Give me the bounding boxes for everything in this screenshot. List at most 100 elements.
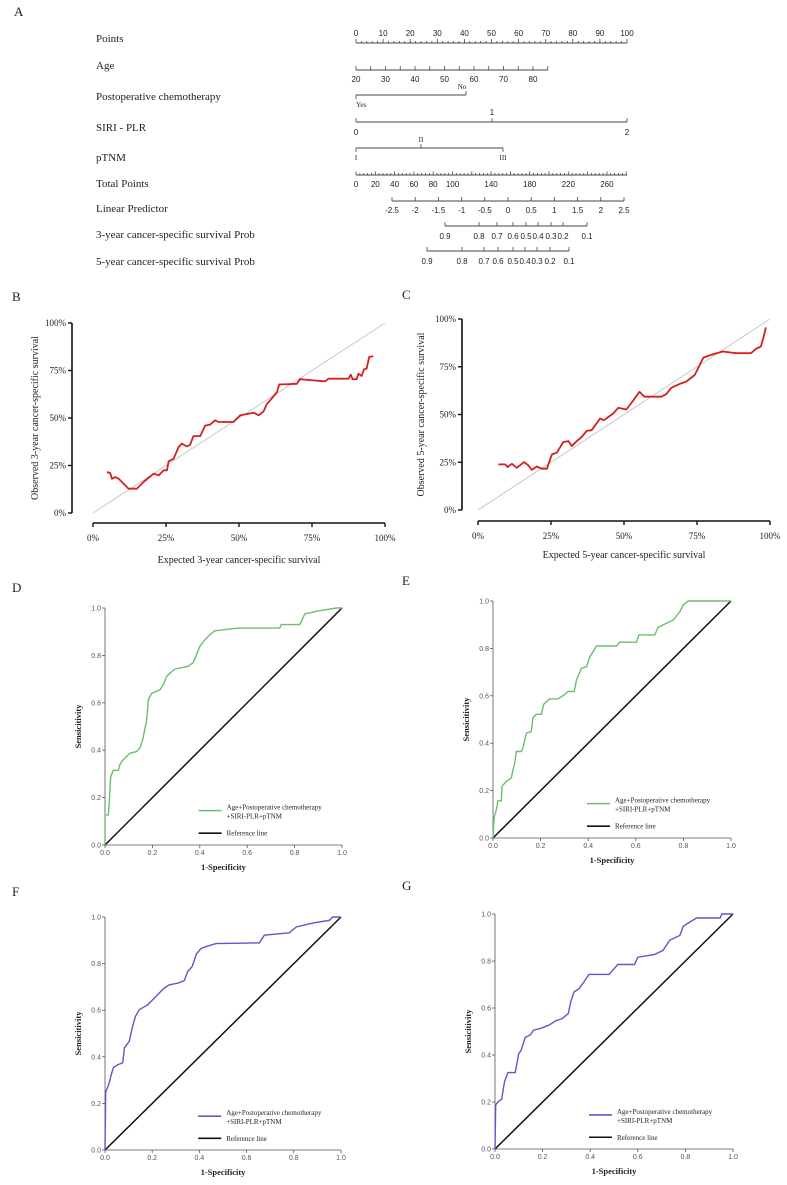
- tick-label: 0.7: [491, 232, 503, 241]
- y-axis-title: Sensicitivity: [73, 704, 83, 749]
- legend: Age+Postoperative chemotherapy+SIRI-PLR+…: [589, 1108, 713, 1142]
- y-tick-label: 0.8: [91, 653, 101, 660]
- row-label: Total Points: [96, 178, 149, 190]
- x-tick-label: 100%: [375, 533, 397, 543]
- legend-label-reference: Reference line: [615, 823, 656, 831]
- roc-plot-D: 0.0 0.2 0.4 0.6 0.8 1.0 0.0 0.2 0.4 0.6 0.8 1.0 1-Sp…: [73, 606, 347, 873]
- roc-curve: [492, 600, 731, 839]
- y-tick-label: 1.0: [91, 606, 101, 613]
- y-tick-label: 50%: [50, 413, 67, 423]
- ideal-diagonal-line: [477, 318, 771, 511]
- tick-label: 0.9: [439, 232, 451, 241]
- x-tick-label: 0.6: [633, 1154, 643, 1161]
- legend-label-model-cont: +SIRI-PLR+pTNM: [615, 806, 671, 814]
- x-tick-label: 0.0: [100, 1155, 110, 1162]
- roc-curve: [104, 916, 341, 1151]
- tick-label: -2: [412, 206, 420, 215]
- x-tick-label: 0%: [472, 531, 485, 541]
- tick-label: 80: [429, 180, 438, 189]
- legend-label-model: Age+Postoperative chemotherapy: [227, 804, 323, 812]
- level-label: 0: [354, 128, 359, 137]
- x-tick-label: 0.4: [195, 1155, 205, 1162]
- row-label: Linear Predictor: [96, 203, 168, 215]
- x-tick-label: 50%: [231, 533, 248, 543]
- tick-label: 80: [568, 29, 577, 38]
- x-tick-label: 0.4: [585, 1154, 595, 1161]
- nomogram-row-age: Age 20 30 40 50 60 70 80: [96, 60, 549, 84]
- y-tick-label: 25%: [50, 461, 67, 471]
- tick-label: 10: [379, 29, 388, 38]
- level-label: III: [500, 154, 508, 162]
- tick-label: 20: [371, 180, 380, 189]
- x-tick-label: 100%: [760, 531, 782, 541]
- x-tick-label: 1.0: [726, 843, 736, 850]
- nomogram-row-chemo: Postoperative chemotherapy Yes No: [96, 83, 467, 109]
- y-tick-label: 0.0: [91, 1148, 101, 1155]
- x-tick-label: 0.2: [536, 843, 546, 850]
- tick-label: 40: [411, 75, 420, 84]
- calibration-curve: [106, 355, 374, 490]
- tick-label: 0.1: [563, 257, 575, 266]
- y-tick-label: 0.4: [481, 1053, 491, 1060]
- panel-label-B: B: [12, 289, 21, 304]
- y-tick-label: 0.6: [91, 1008, 101, 1015]
- x-tick-label: 25%: [158, 533, 175, 543]
- tick-label: 0.2: [557, 232, 569, 241]
- roc-plot-F: 0.0 0.2 0.4 0.6 0.8 1.0 0.0 0.2 0.4 0.6 0.8 1.0 1-Sp…: [73, 915, 346, 1178]
- legend-label-model: Age+Postoperative chemotherapy: [617, 1108, 713, 1116]
- nomogram-row-points: Points 0 10 20 30 40 50 60 70 80 90 100: [96, 29, 634, 45]
- roc-plot-G: 0.0 0.2 0.4 0.6 0.8 1.0 0.0 0.2 0.4 0.6 0.8 1.0 1-Sp…: [463, 912, 738, 1177]
- tick-label: 0: [506, 206, 511, 215]
- y-tick-label: 1.0: [479, 599, 489, 606]
- tick-label: 2.5: [618, 206, 630, 215]
- y-tick-label: 0.0: [91, 843, 101, 850]
- tick-label: 180: [523, 180, 537, 189]
- x-tick-label: 0.0: [488, 843, 498, 850]
- tick-label: 60: [470, 75, 479, 84]
- tick-label: 1: [552, 206, 557, 215]
- x-tick-label: 0.2: [538, 1154, 548, 1161]
- y-tick-label: 0.8: [91, 961, 101, 968]
- level-label: Yes: [356, 101, 366, 109]
- x-tick-label: 0.6: [242, 1155, 252, 1162]
- x-tick-label: 75%: [304, 533, 321, 543]
- tick-label: -0.5: [478, 206, 492, 215]
- x-axis-title: 1-Specificity: [201, 862, 247, 872]
- row-label: Postoperative chemotherapy: [96, 91, 221, 103]
- calibration-plot-B: 0% 25% 50% 75% 100% 0% 25% 50% 75% 100% Expected 3…: [30, 318, 396, 566]
- nomogram-row-s5: 5-year cancer-specific survival Prob 0.9 0…: [96, 247, 575, 268]
- y-tick-label: 25%: [440, 457, 457, 467]
- tick-label: 40: [390, 180, 399, 189]
- y-axis-title: Sensicitivity: [463, 1009, 473, 1054]
- tick-label: 100: [446, 180, 460, 189]
- x-axis-title: 1-Specificity: [590, 855, 636, 865]
- tick-label: 0.4: [519, 257, 531, 266]
- legend-label-reference: Reference line: [227, 830, 268, 838]
- panel-label-C: C: [402, 287, 411, 302]
- panel-label-A: A: [14, 4, 24, 19]
- legend-label-reference: Reference line: [226, 1135, 267, 1143]
- nomogram-row-siri: SIRI - PLR 0 1 2: [96, 108, 630, 137]
- x-tick-label: 1.0: [336, 1155, 346, 1162]
- tick-label: 30: [381, 75, 390, 84]
- y-tick-label: 0.2: [479, 788, 489, 795]
- level-label: No: [458, 83, 467, 91]
- y-tick-label: 0.4: [479, 741, 489, 748]
- y-tick-label: 0.6: [91, 700, 101, 707]
- x-tick-label: 50%: [616, 531, 633, 541]
- tick-label: 260: [600, 180, 614, 189]
- tick-label: -1.5: [432, 206, 446, 215]
- panel-label-G: G: [402, 878, 411, 893]
- x-axis-title: 1-Specificity: [592, 1166, 638, 1176]
- y-tick-label: 1.0: [481, 912, 491, 919]
- x-tick-label: 0.2: [147, 1155, 157, 1162]
- reference-line: [494, 913, 734, 1150]
- y-tick-label: 100%: [45, 318, 67, 328]
- y-axis-title: Observed 3-year cancer-specific survival: [30, 336, 41, 500]
- level-label: 2: [625, 128, 630, 137]
- tick-label: 0.3: [545, 232, 557, 241]
- row-label: 5-year cancer-specific survival Prob: [96, 256, 255, 268]
- tick-label: 60: [514, 29, 523, 38]
